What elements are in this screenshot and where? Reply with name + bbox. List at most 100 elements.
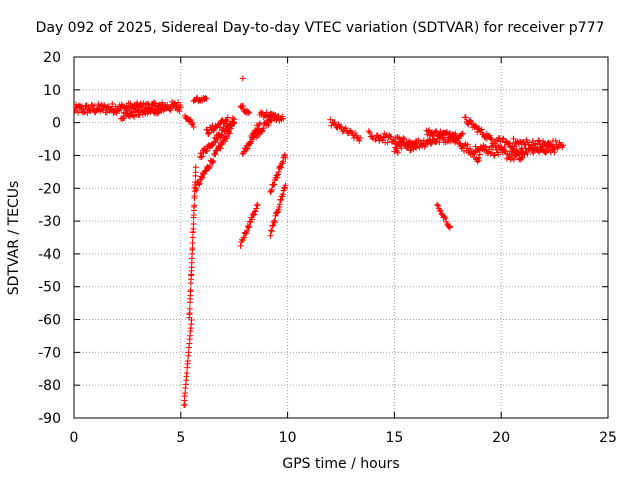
data-point (478, 126, 485, 133)
data-point (182, 401, 189, 408)
data-point (269, 223, 276, 230)
data-point (134, 99, 141, 106)
data-point (519, 154, 526, 161)
data-point (342, 125, 349, 132)
data-point (495, 151, 502, 158)
data-point (550, 146, 557, 153)
data-point (508, 151, 515, 158)
data-point (273, 175, 280, 182)
data-point (282, 182, 289, 189)
data-point (224, 134, 231, 141)
data-point (189, 234, 196, 241)
data-point (121, 115, 128, 122)
data-point (250, 212, 257, 219)
data-point (217, 132, 224, 139)
plot-frame (73, 56, 609, 419)
data-point (446, 131, 453, 138)
x-axis-label: GPS time / hours (282, 456, 400, 472)
data-point (271, 217, 278, 224)
data-point (202, 95, 209, 102)
data-points (74, 75, 567, 408)
data-point (203, 95, 210, 102)
data-point (186, 305, 193, 312)
data-point (199, 153, 206, 160)
data-point (280, 115, 287, 122)
data-point (488, 136, 495, 143)
data-point (190, 124, 197, 131)
data-point (187, 287, 194, 294)
data-point (366, 129, 373, 136)
data-point (442, 215, 449, 222)
data-point (87, 108, 94, 115)
data-point (202, 168, 209, 175)
data-point (252, 208, 259, 215)
data-point (223, 118, 230, 125)
data-point (230, 119, 237, 126)
data-point (189, 239, 196, 246)
data-point (177, 104, 184, 111)
data-point (258, 128, 265, 135)
data-point (268, 186, 275, 193)
data-point (276, 201, 283, 208)
data-point (140, 100, 147, 107)
data-point (472, 143, 479, 150)
data-point (91, 102, 98, 109)
data-point (428, 140, 435, 147)
data-point (267, 232, 274, 239)
data-point (196, 180, 203, 187)
data-point (109, 100, 116, 107)
data-point (524, 151, 531, 158)
data-point (518, 154, 525, 161)
x-tick-label: 20 (492, 430, 510, 446)
y-tick-label: 20 (43, 50, 61, 66)
data-point (446, 224, 453, 231)
data-point (357, 134, 364, 141)
data-point (494, 142, 501, 149)
data-point (560, 142, 567, 149)
data-point (196, 181, 203, 188)
data-point (506, 140, 513, 147)
data-point (273, 117, 280, 124)
data-point (530, 150, 537, 157)
data-point (483, 144, 490, 151)
data-point (455, 135, 462, 142)
data-point (465, 121, 472, 128)
data-point (215, 121, 222, 128)
data-point (392, 144, 399, 151)
data-point (263, 109, 270, 116)
data-point (212, 151, 219, 158)
data-point (231, 116, 238, 123)
data-point (281, 151, 288, 158)
data-point (244, 145, 251, 152)
data-point (523, 136, 530, 143)
data-point (242, 230, 249, 237)
data-point (384, 139, 391, 146)
data-point (184, 357, 191, 364)
data-point (226, 130, 233, 137)
data-point (189, 245, 196, 252)
y-tick-label: -10 (38, 148, 61, 164)
data-point (276, 164, 283, 171)
data-point (356, 137, 363, 144)
data-point (214, 136, 221, 143)
data-point (222, 138, 229, 145)
data-point (552, 137, 559, 144)
data-point (520, 150, 527, 157)
data-point (241, 234, 248, 241)
data-point (150, 99, 157, 106)
data-point (149, 106, 156, 113)
y-tick-label: -80 (38, 378, 61, 394)
data-point (229, 115, 236, 122)
data-point (539, 145, 546, 152)
data-point (248, 138, 255, 145)
data-point (213, 135, 220, 142)
data-point (193, 187, 200, 194)
data-point (237, 242, 244, 249)
x-tick-label: 15 (385, 430, 403, 446)
data-point (392, 138, 399, 145)
data-point (458, 131, 465, 138)
data-point (278, 164, 285, 171)
data-point (203, 147, 210, 154)
data-point (153, 105, 160, 112)
data-point (268, 228, 275, 235)
